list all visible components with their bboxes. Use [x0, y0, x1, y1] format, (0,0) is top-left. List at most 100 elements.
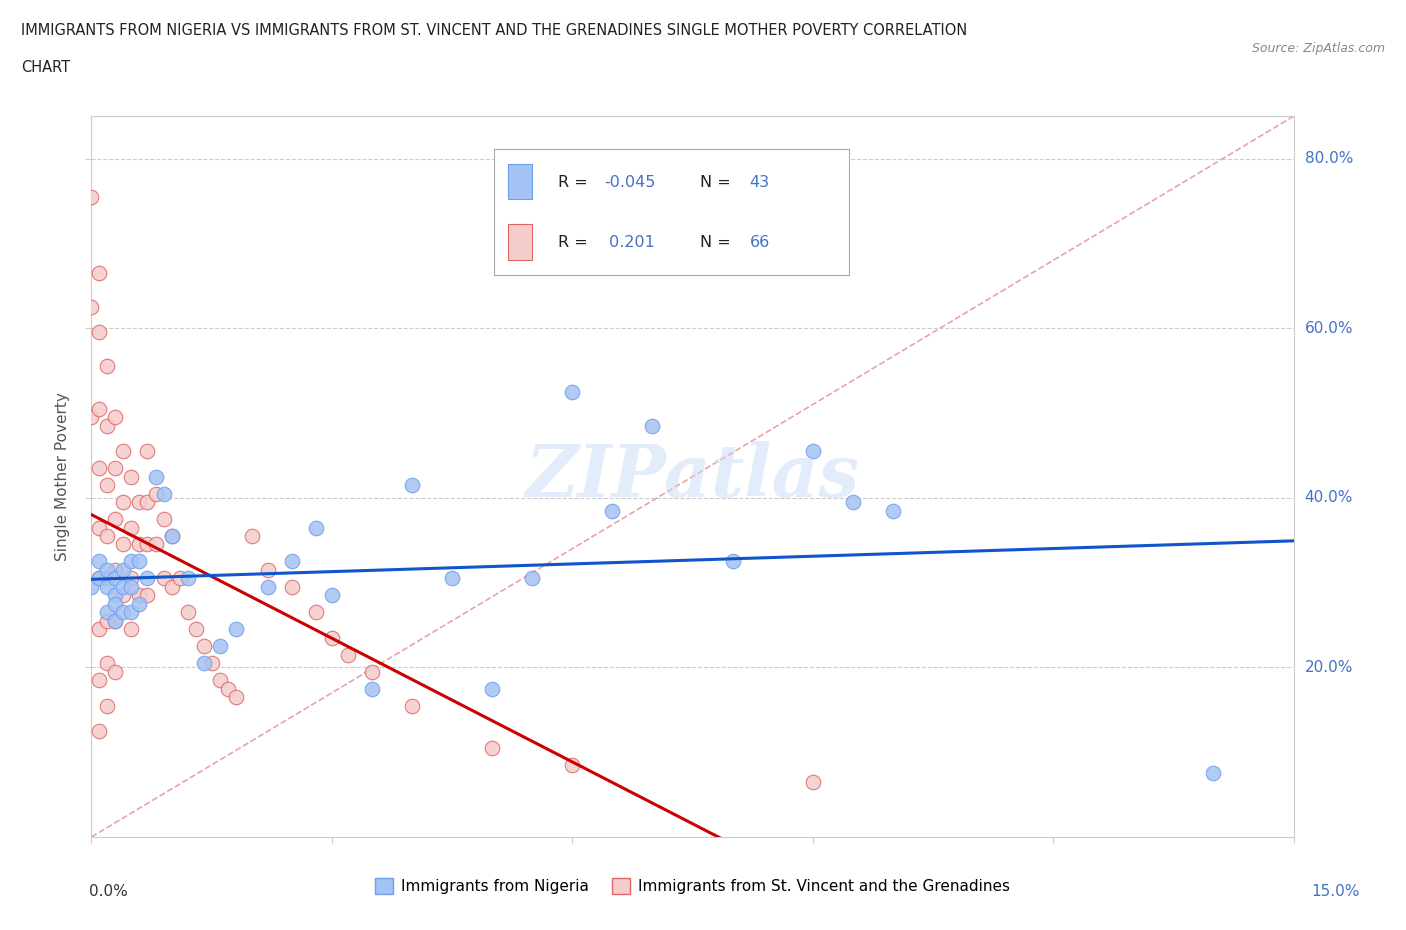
Point	[152, 571, 174, 586]
Point	[112, 579, 135, 594]
Point	[89, 520, 111, 535]
Point	[160, 528, 183, 543]
Point	[176, 571, 198, 586]
Point	[602, 503, 624, 518]
Point	[440, 571, 463, 586]
Point	[522, 571, 544, 586]
Point	[225, 622, 247, 637]
Point	[89, 266, 111, 281]
Point	[128, 537, 150, 551]
Point	[281, 579, 304, 594]
Point	[128, 588, 150, 603]
Point	[176, 604, 198, 619]
Point	[104, 614, 127, 629]
Point	[321, 588, 343, 603]
Point	[169, 571, 191, 586]
Point	[89, 622, 111, 637]
Text: 60.0%: 60.0%	[1305, 321, 1353, 336]
Point	[104, 563, 127, 578]
Point	[217, 681, 239, 696]
Point	[128, 596, 150, 611]
Point	[305, 604, 328, 619]
Point	[152, 486, 174, 501]
Point	[121, 571, 143, 586]
Point	[96, 656, 118, 671]
Point	[160, 579, 183, 594]
Point	[136, 588, 159, 603]
Point	[360, 664, 382, 679]
Point	[80, 410, 103, 425]
Point	[136, 571, 159, 586]
Point	[721, 554, 744, 569]
Point	[882, 503, 904, 518]
Point	[89, 326, 111, 340]
Point	[481, 681, 503, 696]
Text: 40.0%: 40.0%	[1305, 490, 1353, 505]
Point	[136, 444, 159, 458]
Point	[89, 402, 111, 417]
Text: 15.0%: 15.0%	[1312, 884, 1360, 899]
Point	[145, 469, 167, 484]
Point	[360, 681, 382, 696]
Point	[561, 384, 583, 399]
Point	[96, 563, 118, 578]
Point	[401, 478, 423, 493]
Point	[121, 554, 143, 569]
Point	[240, 528, 263, 543]
Point	[96, 359, 118, 374]
Point	[96, 418, 118, 433]
Point	[121, 579, 143, 594]
Point	[96, 604, 118, 619]
Point	[80, 190, 103, 205]
Point	[104, 460, 127, 475]
Point	[112, 537, 135, 551]
Text: IMMIGRANTS FROM NIGERIA VS IMMIGRANTS FROM ST. VINCENT AND THE GRENADINES SINGLE: IMMIGRANTS FROM NIGERIA VS IMMIGRANTS FR…	[21, 23, 967, 38]
Point	[80, 299, 103, 314]
Point	[336, 647, 359, 662]
Legend: Immigrants from Nigeria, Immigrants from St. Vincent and the Grenadines: Immigrants from Nigeria, Immigrants from…	[375, 878, 1010, 895]
Text: 20.0%: 20.0%	[1305, 660, 1353, 675]
Point	[136, 495, 159, 510]
Point	[208, 639, 231, 654]
Y-axis label: Single Mother Poverty: Single Mother Poverty	[55, 392, 70, 561]
Point	[305, 520, 328, 535]
Point	[184, 622, 207, 637]
Point	[145, 537, 167, 551]
Point	[104, 571, 127, 586]
Point	[841, 495, 863, 510]
Point	[128, 495, 150, 510]
Point	[136, 537, 159, 551]
Point	[208, 672, 231, 687]
Point	[96, 614, 118, 629]
Text: CHART: CHART	[21, 60, 70, 75]
Point	[1202, 766, 1225, 781]
Point	[104, 512, 127, 526]
Point	[96, 571, 118, 586]
Point	[256, 579, 278, 594]
Text: ZIPatlas: ZIPatlas	[526, 441, 859, 512]
Point	[89, 460, 111, 475]
Text: Source: ZipAtlas.com: Source: ZipAtlas.com	[1251, 42, 1385, 55]
Point	[80, 579, 103, 594]
Point	[112, 495, 135, 510]
Point	[193, 639, 215, 654]
Point	[256, 563, 278, 578]
Point	[121, 622, 143, 637]
Point	[152, 512, 174, 526]
Point	[321, 631, 343, 645]
Point	[112, 588, 135, 603]
Point	[281, 554, 304, 569]
Point	[201, 656, 224, 671]
Point	[96, 528, 118, 543]
Point	[121, 520, 143, 535]
Point	[104, 596, 127, 611]
Text: 80.0%: 80.0%	[1305, 152, 1353, 166]
Point	[128, 554, 150, 569]
Point	[104, 588, 127, 603]
Point	[89, 724, 111, 738]
Point	[160, 528, 183, 543]
Point	[104, 614, 127, 629]
Point	[104, 664, 127, 679]
Point	[193, 656, 215, 671]
Point	[96, 698, 118, 713]
